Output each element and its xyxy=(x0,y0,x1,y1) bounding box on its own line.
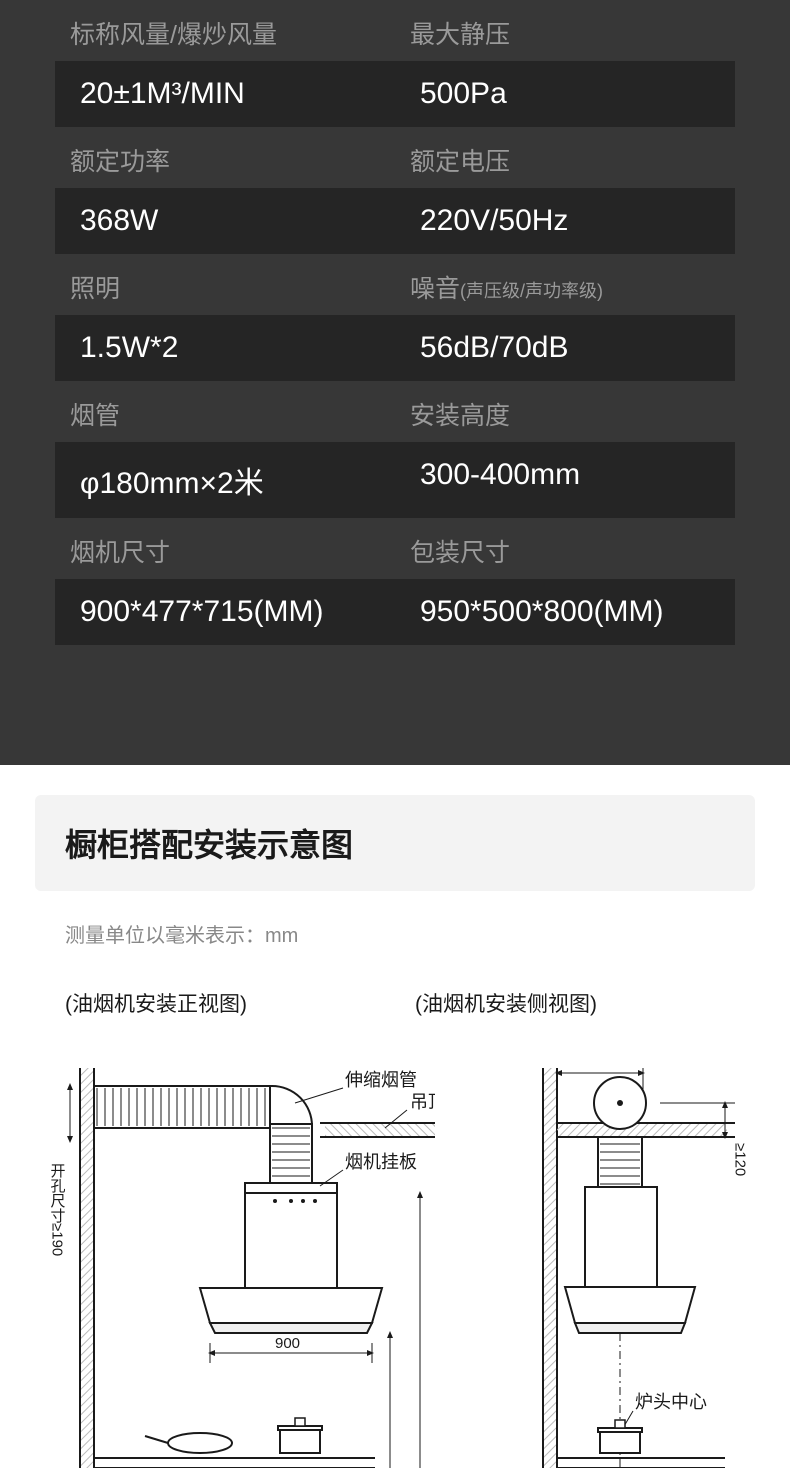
spec-label: 安装高度 xyxy=(395,381,735,442)
spec-value: 950*500*800(MM) xyxy=(395,579,735,645)
view-labels: (油烟机安装正视图) (油烟机安装侧视图) xyxy=(35,988,755,1018)
spec-label: 照明 xyxy=(55,254,395,315)
spec-label: 噪音(声压级/声功率级) xyxy=(395,254,735,315)
spec-value: 20±1M³/MIN xyxy=(55,61,395,127)
side-diagram: 185 ≥120 炉头中心 xyxy=(525,1068,755,1468)
spec-value: 300-400mm xyxy=(395,442,735,518)
burner-label: 炉头中心 xyxy=(635,1392,707,1412)
hole-dim: 开孔尺寸≥190 xyxy=(49,1163,66,1256)
spec-label: 额定功率 xyxy=(55,127,395,188)
spec-label: 标称风量/爆炒风量 xyxy=(55,0,395,61)
spec-label: 包装尺寸 xyxy=(395,518,735,579)
spec-section: 标称风量/爆炒风量 最大静压 20±1M³/MIN 500Pa 额定功率 额定电… xyxy=(0,0,790,765)
spec-label: 最大静压 xyxy=(395,0,735,61)
front-diagram: 开孔尺寸≥190 伸缩烟管 吊顶 xyxy=(45,1068,435,1468)
spec-label: 烟管 xyxy=(55,381,395,442)
diagram-subtitle: 测量单位以毫米表示：mm xyxy=(35,919,755,948)
side-view-label: (油烟机安装侧视图) xyxy=(415,988,597,1018)
spec-value: 56dB/70dB xyxy=(395,315,735,381)
spec-value: 1.5W*2 xyxy=(55,315,395,381)
spec-value: φ180mm×2米 xyxy=(55,442,395,518)
diagram-header: 橱柜搭配安装示意图 xyxy=(35,795,755,891)
spec-value: 900*477*715(MM) xyxy=(55,579,395,645)
spec-label: 额定电压 xyxy=(395,127,735,188)
spec-table: 标称风量/爆炒风量 最大静压 20±1M³/MIN 500Pa 额定功率 额定电… xyxy=(55,0,735,645)
diagram-section: 橱柜搭配安装示意图 测量单位以毫米表示：mm (油烟机安装正视图) (油烟机安装… xyxy=(0,765,790,1468)
ceiling-label: 吊顶 xyxy=(410,1092,435,1112)
top-dim: 185 xyxy=(585,1068,610,1072)
front-view-label: (油烟机安装正视图) xyxy=(65,988,415,1018)
width-dim: 900 xyxy=(275,1335,300,1352)
duct-label: 伸缩烟管 xyxy=(345,1070,417,1090)
spec-value: 220V/50Hz xyxy=(395,188,735,254)
spec-label: 烟机尺寸 xyxy=(55,518,395,579)
clearance-dim: ≥120 xyxy=(732,1143,749,1176)
diagrams-container: 开孔尺寸≥190 伸缩烟管 吊顶 xyxy=(35,1068,755,1468)
bracket-label: 烟机挂板 xyxy=(345,1152,417,1172)
spec-value: 500Pa xyxy=(395,61,735,127)
diagram-title: 橱柜搭配安装示意图 xyxy=(65,820,725,866)
spec-value: 368W xyxy=(55,188,395,254)
